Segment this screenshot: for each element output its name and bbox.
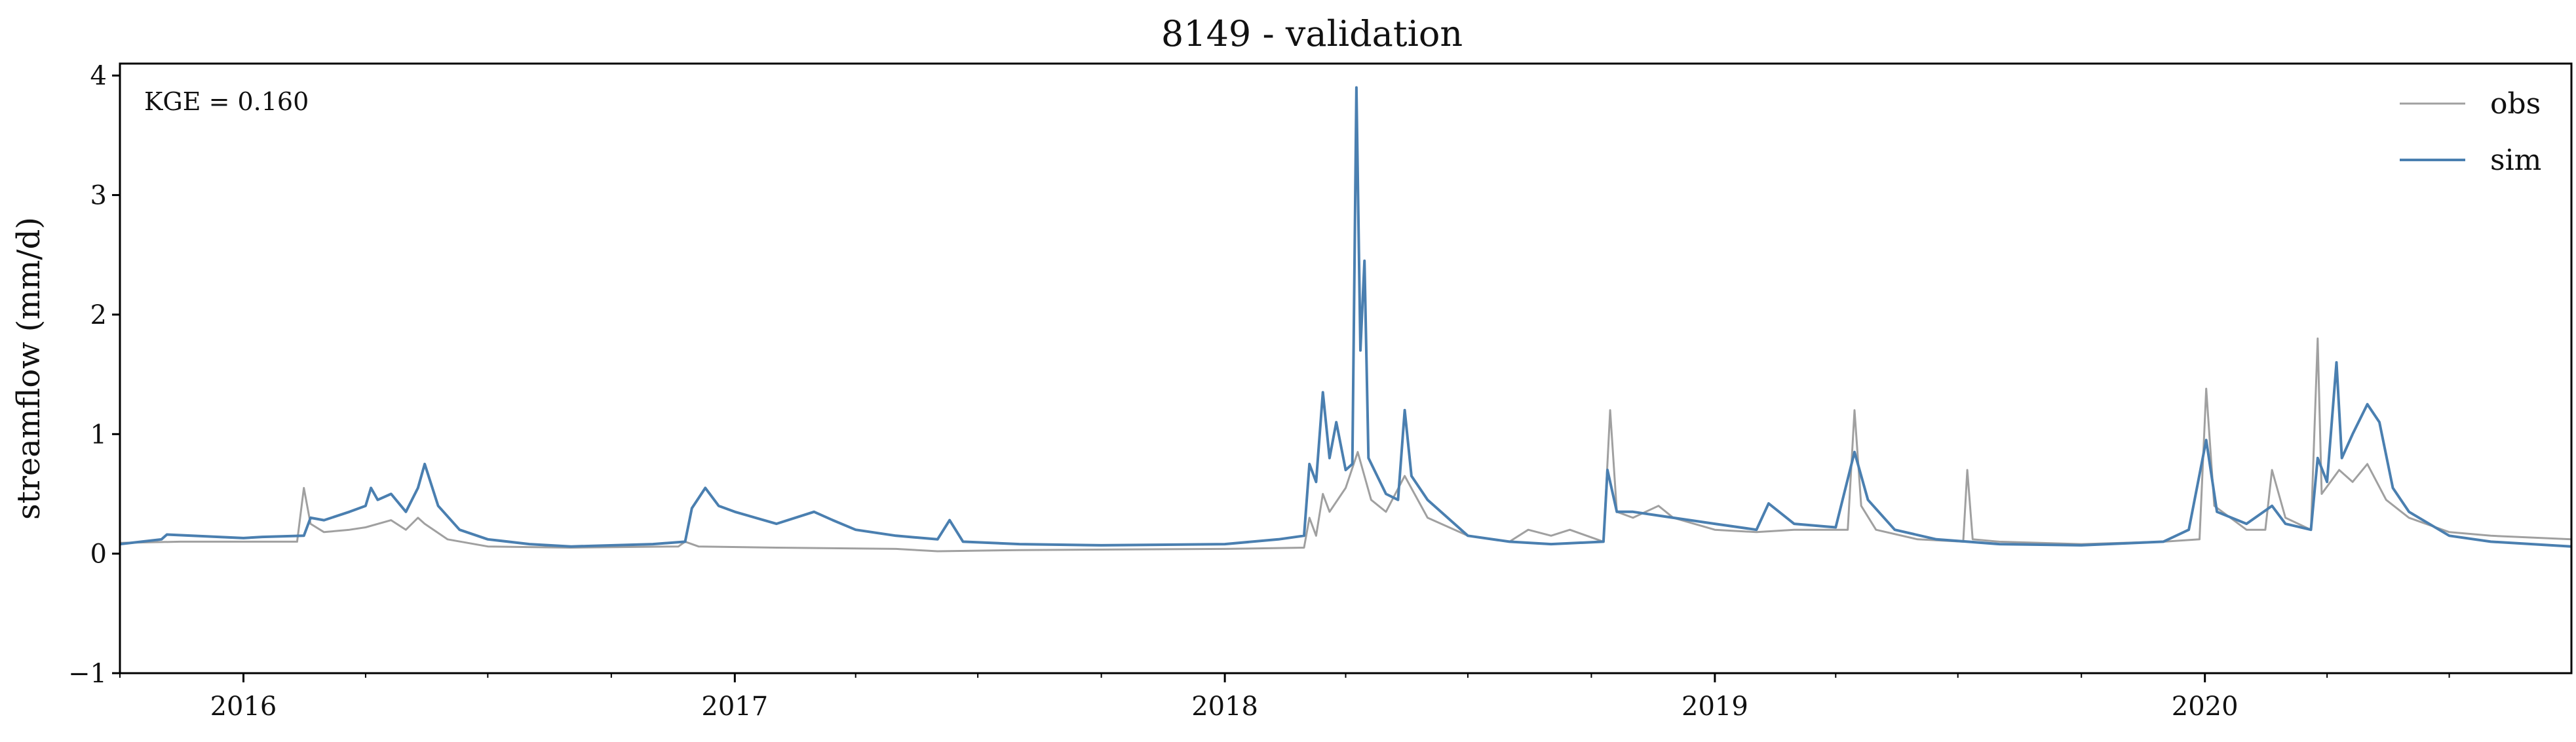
series-layer [120, 86, 2571, 553]
x-tick-label: 2017 [701, 692, 768, 722]
x-tick-label: 2019 [1682, 692, 1748, 722]
legend-label-obs: obs [2490, 87, 2541, 121]
legend-label-sim: sim [2490, 144, 2541, 177]
chart-title: 8149 - validation [1161, 13, 1463, 54]
kge-annotation: KGE = 0.160 [144, 87, 309, 116]
y-tick-label: 1 [90, 420, 107, 450]
y-tick-label: 0 [90, 539, 107, 570]
x-tick-label: 2018 [1191, 692, 1258, 722]
y-tick-label: 2 [90, 300, 107, 330]
y-tick-label: 4 [90, 61, 107, 91]
y-tick-label: −1 [68, 659, 107, 689]
x-tick-label: 2016 [210, 692, 277, 722]
axes-layer: −1 0 1 2 3 4 2016 2017 2018 2019 2020 [68, 61, 2450, 722]
x-tick-label: 2020 [2172, 692, 2239, 722]
y-tick-label: 3 [90, 181, 107, 211]
plot-frame [119, 62, 2573, 674]
y-axis-label: streamflow (mm/d) [10, 217, 47, 520]
plot-area [120, 86, 2571, 553]
series-line-obs [120, 337, 2571, 553]
series-line-sim [120, 86, 2571, 548]
legend: obs sim [2400, 87, 2541, 177]
